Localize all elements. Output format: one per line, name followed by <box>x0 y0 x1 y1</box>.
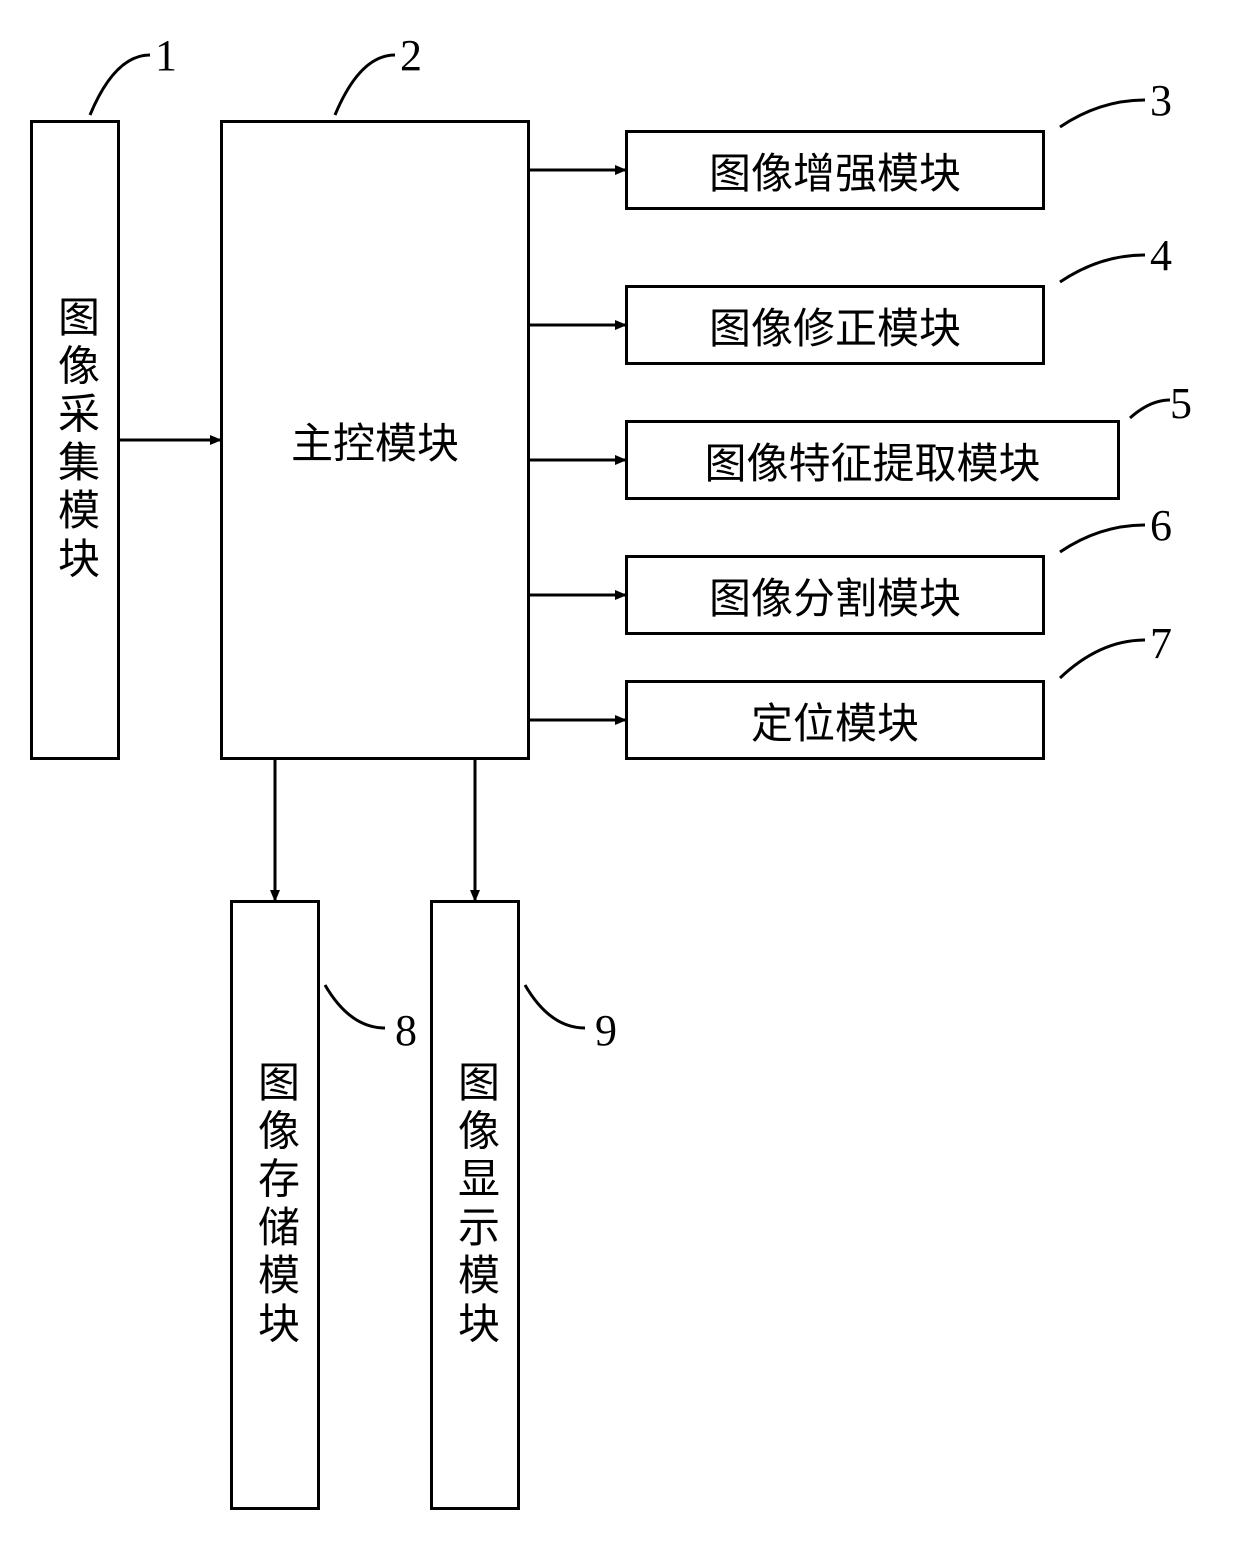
label-num-1: 1 <box>155 30 177 81</box>
label-num-7: 7 <box>1150 618 1172 669</box>
node-text: 定位模块 <box>751 690 919 751</box>
node-text: 图像特征提取模块 <box>704 430 1040 491</box>
label-num-9: 9 <box>595 1005 617 1056</box>
node-text: 图像显示模块 <box>445 1060 506 1350</box>
node-text: 图像修正模块 <box>709 295 961 356</box>
node-n6: 图像分割模块 <box>625 555 1045 635</box>
leader-1 <box>90 55 150 115</box>
leader-9 <box>525 985 585 1028</box>
node-text: 图像增强模块 <box>709 140 961 201</box>
node-n1: 图像采集模块 <box>30 120 120 760</box>
label-num-5: 5 <box>1170 378 1192 429</box>
label-num-4: 4 <box>1150 230 1172 281</box>
node-n8: 图像存储模块 <box>230 900 320 1510</box>
leader-2 <box>335 55 395 115</box>
node-n2: 主控模块 <box>220 120 530 760</box>
node-text: 主控模块 <box>291 410 459 471</box>
label-num-8: 8 <box>395 1005 417 1056</box>
flowchart-connectors <box>0 0 1240 1561</box>
node-n9: 图像显示模块 <box>430 900 520 1510</box>
leader-8 <box>325 985 385 1028</box>
node-n5: 图像特征提取模块 <box>625 420 1120 500</box>
label-num-3: 3 <box>1150 75 1172 126</box>
node-n7: 定位模块 <box>625 680 1045 760</box>
leader-3 <box>1060 100 1145 127</box>
node-text: 图像存储模块 <box>245 1060 306 1350</box>
leader-5 <box>1130 400 1170 418</box>
node-n4: 图像修正模块 <box>625 285 1045 365</box>
label-num-2: 2 <box>400 30 422 81</box>
label-num-6: 6 <box>1150 500 1172 551</box>
leader-6 <box>1060 525 1145 552</box>
node-text: 图像分割模块 <box>709 565 961 626</box>
node-n3: 图像增强模块 <box>625 130 1045 210</box>
node-text: 图像采集模块 <box>45 295 106 585</box>
leader-7 <box>1060 640 1145 678</box>
leader-4 <box>1060 255 1145 282</box>
